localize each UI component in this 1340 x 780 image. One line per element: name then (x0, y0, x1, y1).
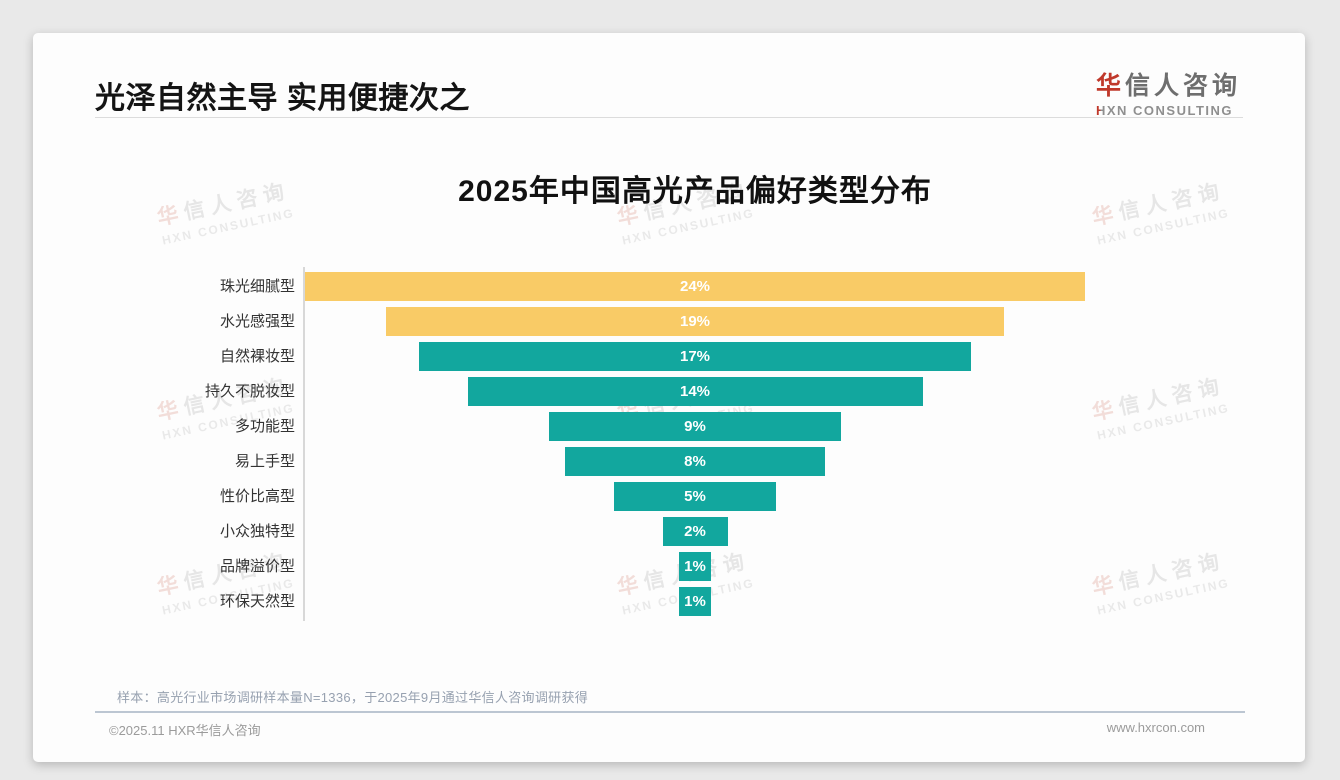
funnel-bar: 14% (467, 377, 923, 406)
logo-cn-text: 华信人咨询 (1096, 66, 1241, 102)
report-card: 华信人咨询 HXN CONSULTING 华信人咨询 HXN CONSULTING 华信… (33, 33, 1305, 762)
funnel-row: 性价比高型 5% (33, 482, 1305, 511)
logo-en-rest: XN CONSULTING (1106, 103, 1234, 118)
funnel-bar: 2% (662, 517, 728, 546)
funnel-chart: 珠光细腻型 24% 水光感强型 19% 自然裸妆型 17% 持久不脱妆型 14% 多功能型 9% 易… (33, 33, 1305, 762)
funnel-bar: 17% (418, 342, 972, 371)
footer-website: www.hxrcon.com (1106, 720, 1205, 735)
company-logo: 华信人咨询 HXN CONSULTING (1096, 66, 1241, 118)
funnel-row: 珠光细腻型 24% (33, 272, 1305, 301)
logo-cn-rest: 信人咨询 (1124, 72, 1241, 100)
footer-copyright: ©2025.11 HXR华信人咨询 (109, 723, 261, 738)
funnel-bar: 8% (565, 447, 825, 476)
bar-value-label: 24% (679, 278, 711, 295)
funnel-row: 易上手型 8% (33, 447, 1305, 476)
sample-note: 样本：高光行业市场调研样本量N=1336，于2025年9月通过华信人咨询调研获得 (117, 690, 589, 705)
bar-value-label: 17% (679, 348, 711, 365)
logo-cn-accent: 华 (1095, 72, 1125, 100)
bar-value-label: 14% (679, 383, 711, 400)
bar-value-label: 2% (684, 523, 706, 540)
funnel-row: 持久不脱妆型 14% (33, 377, 1305, 406)
funnel-row: 品牌溢价型 1% (33, 552, 1305, 581)
header-divider (95, 117, 1243, 118)
bar-value-label: 8% (684, 453, 706, 470)
category-label: 易上手型 (234, 453, 295, 470)
category-label: 性价比高型 (219, 488, 295, 505)
logo-en-accent: H (1095, 103, 1107, 118)
funnel-row: 环保天然型 1% (33, 587, 1305, 616)
page-title: 光泽自然主导 实用便捷次之 (95, 82, 470, 115)
chart-title: 2025年中国高光产品偏好类型分布 (458, 175, 932, 208)
logo-en-text: HXN CONSULTING (1096, 103, 1241, 118)
chart-axis-line (303, 267, 305, 621)
category-label: 多功能型 (234, 418, 295, 435)
funnel-bar: 1% (678, 587, 712, 616)
funnel-bar: 5% (613, 482, 777, 511)
funnel-bar: 19% (386, 307, 1004, 336)
bar-value-label: 5% (684, 488, 706, 505)
category-label: 自然裸妆型 (219, 348, 295, 365)
category-label: 品牌溢价型 (219, 558, 295, 575)
bar-value-label: 19% (679, 313, 711, 330)
category-label: 小众独特型 (219, 523, 295, 540)
funnel-row: 小众独特型 2% (33, 517, 1305, 546)
funnel-bar: 1% (678, 552, 712, 581)
category-label: 水光感强型 (219, 313, 295, 330)
footer-divider (95, 711, 1245, 713)
funnel-row: 水光感强型 19% (33, 307, 1305, 336)
funnel-bar: 24% (305, 272, 1085, 301)
bar-value-label: 1% (684, 593, 706, 610)
category-label: 持久不脱妆型 (204, 383, 295, 400)
category-label: 珠光细腻型 (219, 278, 295, 295)
bar-value-label: 9% (684, 418, 706, 435)
funnel-row: 自然裸妆型 17% (33, 342, 1305, 371)
funnel-bar: 9% (548, 412, 842, 441)
category-label: 环保天然型 (219, 593, 295, 610)
funnel-row: 多功能型 9% (33, 412, 1305, 441)
bar-value-label: 1% (684, 558, 706, 575)
